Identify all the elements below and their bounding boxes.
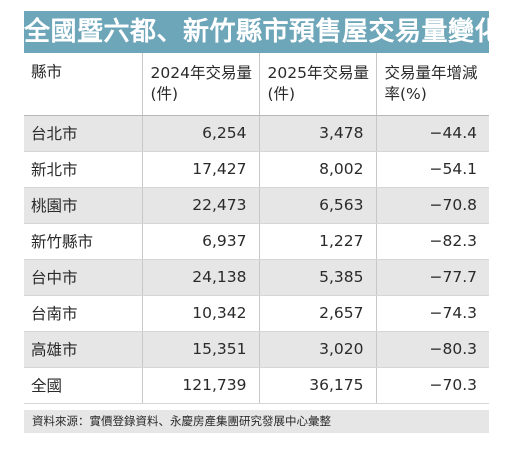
volume-2025-cell: 8,002 — [258, 151, 376, 188]
city-cell: 台北市 — [24, 115, 142, 152]
yoy-change-cell: −82.3 — [375, 223, 489, 260]
volume-2024-cell: 22,473 — [141, 187, 259, 224]
yoy-change-cell: −77.7 — [375, 259, 489, 296]
city-cell: 新北市 — [24, 151, 142, 188]
yoy-change-cell: −70.3 — [375, 367, 489, 404]
page-title: 全國暨六都、新竹縣市預售屋交易量變化 — [24, 11, 501, 53]
table-row: 台北市 6,254 3,478 −44.4 — [24, 115, 489, 152]
column-header-2024-volume: 2024年交易量(件) — [141, 53, 259, 116]
table-row: 台南市 10,342 2,657 −74.3 — [24, 295, 489, 332]
table-header-row: 縣市 2024年交易量(件) 2025年交易量(件) 交易量年增減率(%) — [24, 53, 489, 116]
yoy-change-cell: −54.1 — [375, 151, 489, 188]
city-cell: 新竹縣市 — [24, 223, 142, 260]
yoy-change-cell: −44.4 — [375, 115, 489, 152]
yoy-change-cell: −70.8 — [375, 187, 489, 224]
city-cell: 高雄市 — [24, 331, 142, 368]
city-cell: 桃園市 — [24, 187, 142, 224]
volume-2025-cell: 6,563 — [258, 187, 376, 224]
yoy-change-cell: −74.3 — [375, 295, 489, 332]
data-table: 縣市 2024年交易量(件) 2025年交易量(件) 交易量年增減率(%) 台北… — [24, 53, 489, 404]
table-row: 新北市 17,427 8,002 −54.1 — [24, 151, 489, 188]
source-note: 資料來源：實價登錄資料、永慶房產集團研究發展中心彙整 — [24, 410, 489, 433]
volume-2025-cell: 5,385 — [258, 259, 376, 296]
volume-2024-cell: 6,254 — [141, 115, 259, 152]
city-cell: 台南市 — [24, 295, 142, 332]
column-header-2025-volume: 2025年交易量(件) — [258, 53, 376, 116]
volume-2024-cell: 10,342 — [141, 295, 259, 332]
volume-2025-cell: 3,478 — [258, 115, 376, 152]
volume-2025-cell: 3,020 — [258, 331, 376, 368]
infographic-card: 全國暨六都、新竹縣市預售屋交易量變化 縣市 2024年交易量(件) 2025年交… — [24, 11, 501, 433]
city-cell: 台中市 — [24, 259, 142, 296]
column-header-city: 縣市 — [24, 53, 142, 116]
city-cell: 全國 — [24, 367, 142, 404]
volume-2025-cell: 1,227 — [258, 223, 376, 260]
table-row: 全國 121,739 36,175 −70.3 — [24, 367, 489, 404]
volume-2024-cell: 6,937 — [141, 223, 259, 260]
volume-2024-cell: 17,427 — [141, 151, 259, 188]
volume-2024-cell: 24,138 — [141, 259, 259, 296]
volume-2024-cell: 15,351 — [141, 331, 259, 368]
volume-2025-cell: 36,175 — [258, 367, 376, 404]
column-header-yoy-change: 交易量年增減率(%) — [375, 53, 489, 116]
volume-2024-cell: 121,739 — [141, 367, 259, 404]
yoy-change-cell: −80.3 — [375, 331, 489, 368]
table-row: 高雄市 15,351 3,020 −80.3 — [24, 331, 489, 368]
table-row: 新竹縣市 6,937 1,227 −82.3 — [24, 223, 489, 260]
table-row: 桃園市 22,473 6,563 −70.8 — [24, 187, 489, 224]
volume-2025-cell: 2,657 — [258, 295, 376, 332]
table-row: 台中市 24,138 5,385 −77.7 — [24, 259, 489, 296]
